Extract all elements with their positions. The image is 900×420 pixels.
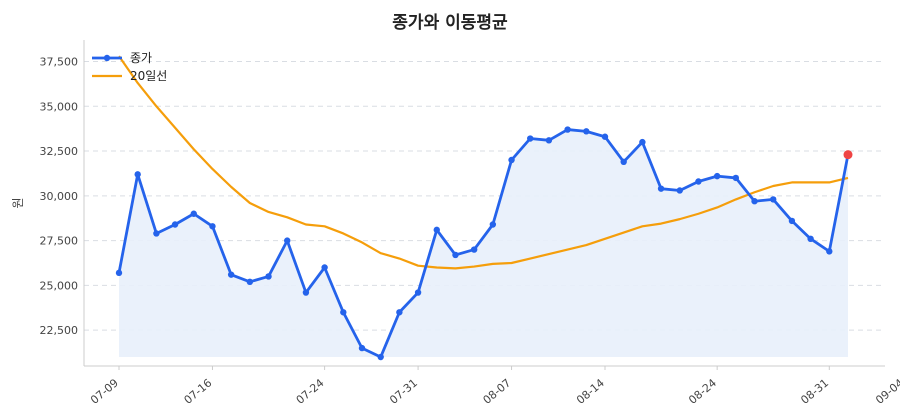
close-point: [115, 269, 123, 277]
close-point: [321, 264, 328, 271]
legend-label-close: 종가: [130, 51, 152, 65]
x-tick-label: 09-04: [873, 376, 900, 407]
close-area-fill: [119, 129, 848, 358]
close-point: [302, 289, 310, 296]
legend: 종가 20일선: [92, 51, 167, 83]
last-close-point: [843, 150, 853, 160]
close-point: [788, 217, 796, 225]
close-point: [695, 178, 702, 185]
close-point: [190, 210, 197, 217]
legend-marker-close: [103, 54, 111, 62]
axes: [83, 40, 885, 367]
x-tick-label: 08-31: [798, 376, 831, 407]
close-point: [545, 137, 553, 144]
close-point: [396, 309, 403, 316]
x-tick-label: 07-16: [182, 376, 215, 407]
close-point: [265, 273, 272, 280]
close-point: [452, 251, 459, 259]
y-tick-label: 30,000: [40, 190, 79, 203]
close-point: [527, 135, 534, 142]
x-tick-label: 08-07: [481, 376, 514, 407]
close-point: [807, 235, 814, 243]
series-line-ma20: [118, 55, 849, 270]
x-tick-labels: 07-09 07-16 07-24 07-31 08-07 08-14 08-24 08-31…: [88, 366, 900, 407]
close-point: [620, 158, 627, 166]
x-tick-label: 08-14: [574, 376, 607, 407]
close-point: [209, 223, 216, 230]
close-point: [134, 171, 141, 178]
series: [115, 55, 853, 361]
area-fill: [119, 129, 848, 358]
close-point: [358, 344, 366, 352]
close-point: [676, 187, 683, 194]
close-point: [246, 278, 254, 286]
y-tick-label: 25,000: [40, 279, 79, 292]
y-axis-label: 원: [11, 197, 25, 208]
close-point: [470, 246, 478, 253]
close-point: [377, 353, 384, 361]
close-point: [508, 156, 515, 164]
close-point: [153, 230, 160, 237]
x-tick-label: 07-24: [294, 376, 327, 407]
x-tick-label: 07-09: [88, 376, 121, 407]
close-point: [284, 237, 291, 244]
legend-label-ma20: 20일선: [130, 69, 167, 83]
y-tick-labels: 22,500 25,000 27,500 30,000 32,500 35,000 37,5…: [40, 55, 79, 337]
chart-title: 종가와 이동평균: [392, 13, 508, 33]
x-tick-label: 07-31: [387, 376, 420, 407]
close-point: [583, 128, 590, 135]
y-tick-label: 27,500: [40, 235, 79, 248]
x-tick-label: 08-24: [686, 376, 719, 407]
close-point: [489, 221, 497, 228]
y-tick-label: 35,000: [40, 100, 79, 113]
close-point: [340, 309, 347, 316]
close-point: [751, 198, 758, 205]
close-point: [227, 271, 235, 278]
y-tick-label: 22,500: [40, 324, 79, 337]
series-line-close: [117, 128, 850, 359]
close-point: [171, 221, 179, 228]
close-point: [433, 226, 440, 234]
y-tick-label: 37,500: [40, 55, 79, 68]
close-point: [713, 172, 721, 180]
close-point: [826, 248, 833, 255]
close-point: [564, 126, 571, 133]
close-point: [770, 196, 777, 203]
y-tick-label: 32,500: [40, 145, 79, 158]
close-point: [732, 174, 740, 182]
close-point: [657, 185, 665, 192]
close-point: [601, 133, 609, 140]
close-point: [414, 289, 422, 296]
close-point: [639, 138, 646, 146]
